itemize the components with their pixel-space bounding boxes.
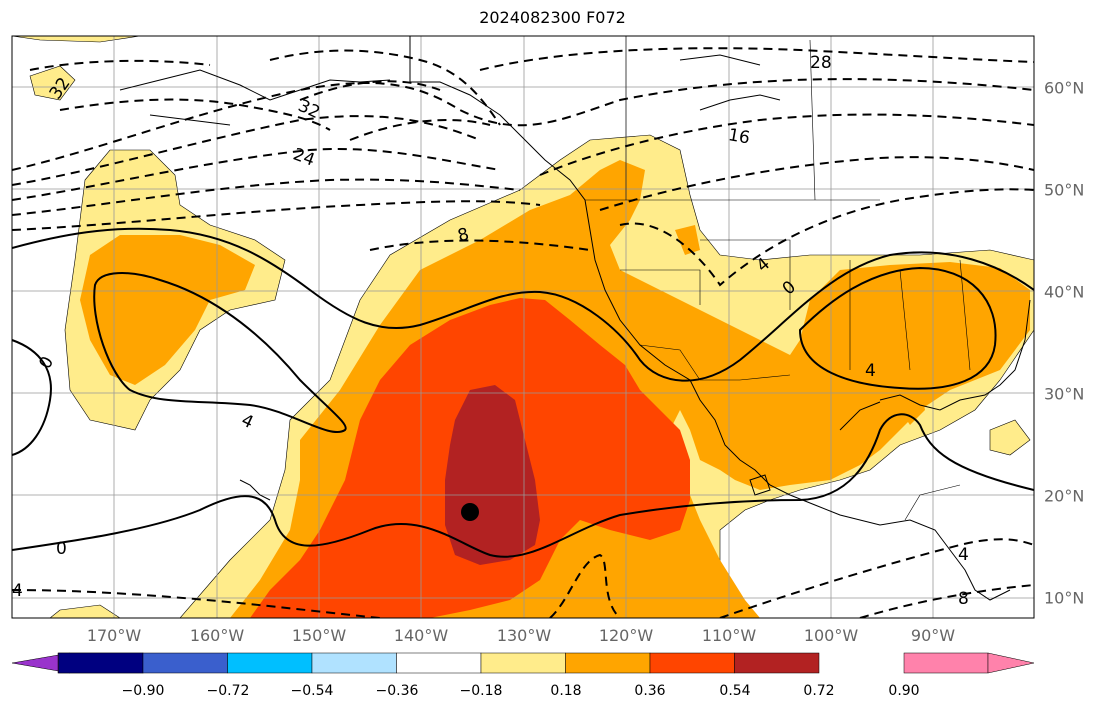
solid-contours (12, 227, 1034, 558)
colorbar-segment (142, 652, 228, 674)
lon-label: 120°W (598, 626, 654, 645)
lon-label: 110°W (701, 626, 757, 645)
colorbar (11, 652, 1035, 674)
colorbar-segment (396, 652, 482, 674)
colorbar-segment (903, 652, 989, 674)
coastlines (119, 36, 1031, 601)
contour-label: 0 (56, 539, 67, 559)
lon-label: 130°W (496, 626, 552, 645)
lat-label: 50°N (1044, 180, 1085, 200)
lon-label: 140°W (393, 626, 449, 645)
colorbar-segment (565, 652, 651, 674)
lon-label: 160°W (189, 626, 245, 645)
colorbar-segment (649, 652, 735, 674)
dashed-contours (12, 47, 1034, 618)
colorbar-tick-label: −0.18 (459, 683, 503, 699)
colorbar-tick-label: −0.90 (121, 683, 165, 699)
lat-label: 10°N (1044, 588, 1085, 608)
colorbar-tick-label: 0.54 (719, 683, 751, 699)
colorbar-extend-high (987, 652, 1035, 674)
colorbar-segment (311, 652, 397, 674)
contour-label: 16 (727, 125, 752, 148)
colorbar-tick-label: 0.18 (550, 683, 582, 699)
contour-label: 4 (12, 581, 23, 601)
colorbar-tick-label: −0.72 (206, 683, 250, 699)
colorbar-tick-label: −0.54 (290, 683, 334, 699)
colorbar-tick-label: 0.36 (634, 683, 666, 699)
lat-label: 60°N (1044, 78, 1085, 98)
colorbar-segment (480, 652, 566, 674)
contour-label: 8 (958, 589, 969, 609)
lat-label: 40°N (1044, 282, 1085, 302)
lon-label: 90°W (910, 626, 956, 645)
colorbar-segment (58, 652, 144, 674)
graticule (12, 36, 1034, 618)
storm-center-dot (461, 503, 479, 521)
lon-label: 100°W (803, 626, 859, 645)
contour-label: 4 (958, 545, 969, 565)
lat-label: 20°N (1044, 486, 1085, 506)
colorbar-tick-label: −0.36 (375, 683, 419, 699)
lon-label: 170°W (86, 626, 142, 645)
lon-label: 150°W (291, 626, 347, 645)
contour-label: 8 (456, 224, 472, 246)
colorbar-tick-label: 0.90 (888, 683, 920, 699)
colorbar-tick-label: 0.72 (803, 683, 835, 699)
map-frame (11, 35, 1035, 619)
colorbar-segment (227, 652, 313, 674)
colorbar-segment (734, 652, 820, 674)
contour-label: 28 (810, 53, 832, 73)
map-title: 2024082300 F072 (479, 8, 626, 27)
contour-label: 4 (865, 361, 876, 381)
lat-label: 30°N (1044, 384, 1085, 404)
